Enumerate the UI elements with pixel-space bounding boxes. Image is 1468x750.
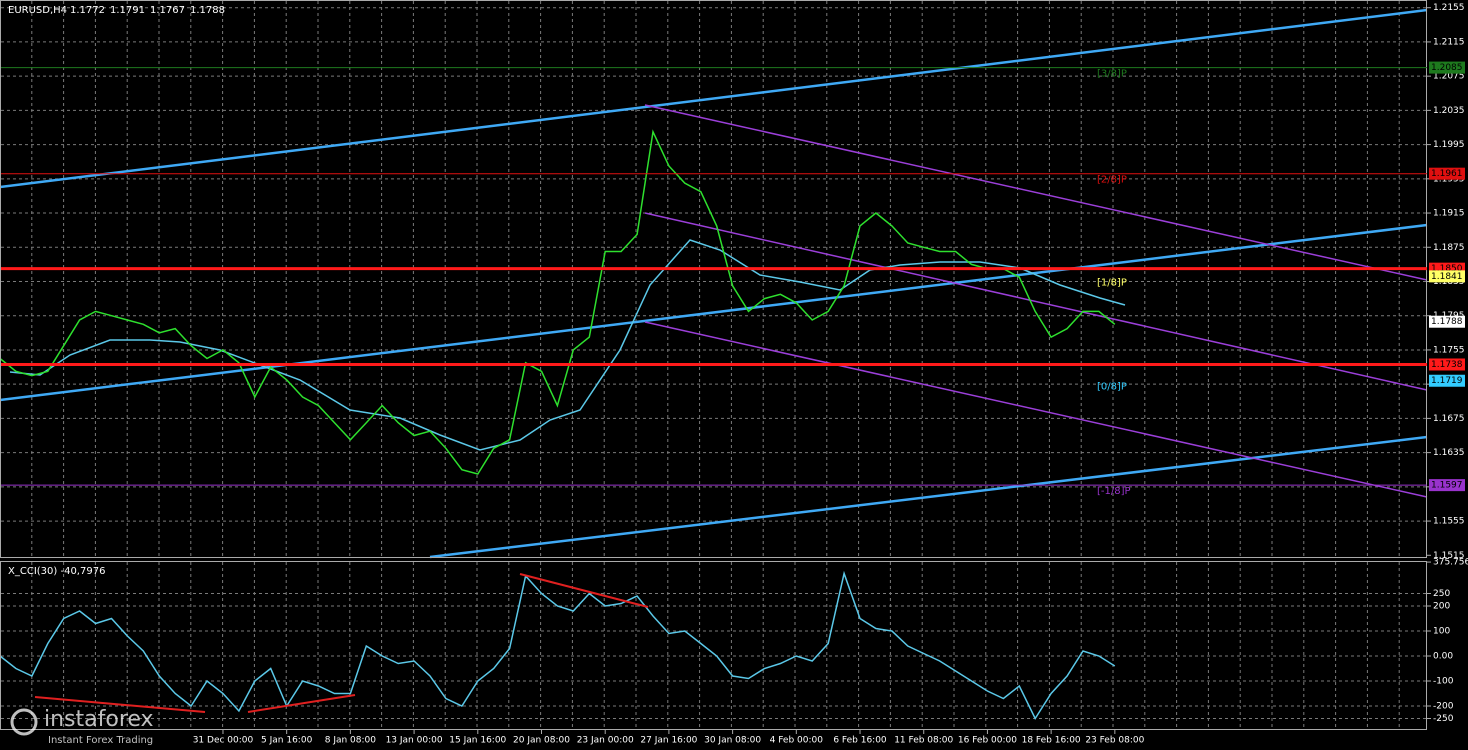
price-tag-label: 1.2085 [1431, 63, 1463, 73]
level-tag: [-1/8]P [1097, 486, 1131, 497]
price-tag [1429, 61, 1465, 74]
price-tag [1429, 479, 1465, 492]
logo-slogan: Instant Forex Trading [48, 735, 153, 746]
divergence-line [519, 573, 649, 608]
x-tick-label: 5 Jan 16:00 [261, 736, 313, 746]
price-tag [1429, 315, 1465, 328]
trend-channel [429, 435, 1428, 559]
price-frame [0, 0, 1427, 558]
y-tick-label: 200 [1433, 602, 1450, 612]
regression-channel [644, 212, 1428, 391]
y-tick-label: -200 [1433, 702, 1454, 712]
y-tick-label: 1.1635 [1433, 448, 1465, 458]
y-tick-label: 1.1675 [1433, 414, 1465, 424]
y-tick-label: 1.2115 [1433, 37, 1465, 47]
price-tag [1429, 358, 1465, 371]
grid [1, 1, 1427, 729]
x-tick-label: 18 Feb 16:00 [1022, 736, 1081, 746]
x-tick-label: 11 Feb 08:00 [894, 736, 953, 746]
level-tag: [1/8]P [1097, 277, 1127, 288]
x-tick-label: 16 Feb 00:00 [958, 736, 1017, 746]
y-tick-label: 0.00 [1433, 652, 1453, 662]
ohlc-value: 1.1767 [150, 5, 185, 16]
x-tick-label: 13 Jan 00:00 [386, 736, 443, 746]
logo-icon [10, 708, 38, 736]
y-tick-label: -250 [1433, 714, 1454, 724]
ohlc-value: 1.1788 [190, 5, 225, 16]
level-tag: [3/8]P [1097, 69, 1127, 80]
trend-channel [0, 223, 1428, 402]
price-tag-label: 1.1841 [1431, 272, 1463, 282]
x-tick-label: 23 Feb 08:00 [1085, 736, 1144, 746]
price-tag-label: 1.1597 [1431, 481, 1463, 491]
series-line [0, 570, 1116, 721]
x-tick-label: 20 Jan 08:00 [513, 736, 570, 746]
price-tag-label: 1.1719 [1431, 376, 1463, 386]
price-tag [1429, 374, 1465, 387]
trend-channel [0, 8, 1428, 189]
y-tick-label: 1.1755 [1433, 345, 1465, 355]
x-tick-label: 31 Dec 00:00 [193, 736, 254, 746]
marks [0, 129, 1116, 721]
level-tag: [2/8]P [1097, 175, 1127, 186]
price-tag-label: 1.1738 [1431, 360, 1463, 370]
x-tick-label: 15 Jan 16:00 [449, 736, 506, 746]
price-tag-label: 1.1788 [1431, 317, 1463, 327]
y-tick-label: 1.2035 [1433, 106, 1465, 116]
y-tick-label: 1.1915 [1433, 209, 1465, 219]
regression-channel [644, 104, 1428, 281]
y-tick-label: 375.7568 [1433, 558, 1468, 568]
indicator-title: X_CCI(30) -40,7976 [8, 566, 105, 577]
logo: instaforex Instant Forex Trading [10, 707, 154, 746]
level-tag: [0/8]P [1097, 382, 1127, 393]
price-tag-label: 1.1850 [1431, 264, 1463, 274]
y-tick-label: 1.2075 [1433, 72, 1465, 82]
y-tick-label: 1.1555 [1433, 517, 1465, 527]
divergence-line [247, 694, 356, 713]
y-tick-label: 1.1515 [1433, 551, 1465, 561]
x-tick-label: 23 Jan 00:00 [577, 736, 634, 746]
price-tag-label: 1.1961 [1431, 169, 1463, 179]
x-tick-label: 6 Feb 16:00 [833, 736, 887, 746]
x-tick-label: 27 Jan 16:00 [640, 736, 697, 746]
x-tick-label: 4 Feb 00:00 [770, 736, 824, 746]
ohlc-value: 1.1772 [70, 5, 105, 16]
price-tag [1429, 167, 1465, 180]
indicator-frame [0, 561, 1427, 730]
divergence-line [34, 696, 206, 713]
x-tick-label: 8 Jan 08:00 [325, 736, 377, 746]
ohlc: 1.1772 1.1791 1.1767 1.1788 [70, 5, 225, 16]
series-line [0, 129, 1116, 475]
ohlc-value: 1.1791 [110, 5, 145, 16]
y-tick-label: -100 [1433, 677, 1454, 687]
y-tick-label: 250 [1433, 589, 1450, 599]
moving-average [9, 239, 1126, 451]
price-tag [1429, 270, 1465, 283]
y-tick-label: 1.1995 [1433, 140, 1465, 150]
regression-channel [644, 321, 1428, 498]
symbol-title: EURUSD,H4 [8, 5, 67, 16]
logo-name: instaforex [44, 707, 154, 732]
y-tick-label: 100 [1433, 627, 1450, 637]
y-tick-label: 1.2155 [1433, 3, 1465, 13]
x-tick-label: 30 Jan 08:00 [704, 736, 761, 746]
y-tick-label: 1.1875 [1433, 243, 1465, 253]
